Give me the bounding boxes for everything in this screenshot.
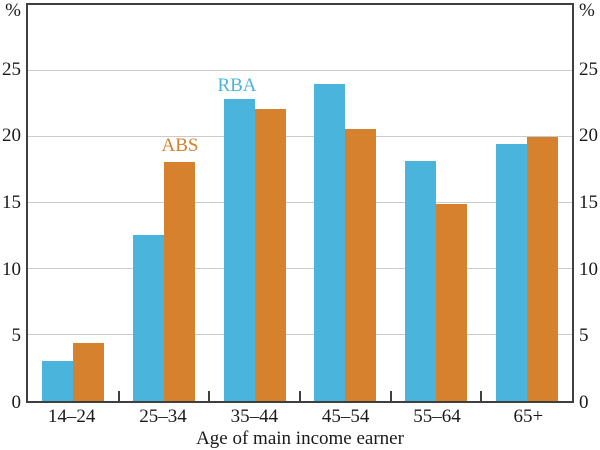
bar-abs-45–54 (345, 129, 377, 401)
series-label-rba: RBA (217, 75, 257, 96)
x-axis-boundary-tick (480, 391, 483, 401)
x-axis-boundary-tick (299, 391, 301, 401)
series-label-abs: ABS (161, 135, 199, 156)
bar-rba-35–44 (223, 98, 255, 401)
x-axis-boundary-tick (117, 391, 120, 401)
x-tick-label-35–44: 35–44 (230, 406, 279, 427)
gridline-15 (28, 202, 572, 203)
category-group-35–44 (209, 5, 300, 401)
bar-abs-65+ (526, 137, 558, 401)
y-tick-label-right-15: 15 (579, 192, 598, 213)
y-tick-label-right-5: 5 (579, 325, 589, 347)
y-tick-label-right-25: 25 (579, 58, 598, 80)
y-tick-label-left-25: 25 (2, 58, 21, 80)
y-tick-label-left-10: 10 (2, 258, 21, 280)
bar-rba-14–24 (42, 361, 74, 401)
gridline-20 (28, 136, 572, 138)
bar-abs-25–34 (163, 162, 195, 401)
bar-rba-55–64 (404, 160, 436, 401)
x-axis-boundary-tick (208, 391, 211, 401)
x-axis-boundary-tick (389, 391, 392, 401)
x-tick-label-65+: 65+ (513, 406, 544, 427)
x-tick-label-25–34: 25–34 (139, 406, 187, 427)
category-group-65+ (481, 5, 572, 401)
bar-rba-25–34 (132, 234, 164, 401)
category-group-55–64 (391, 5, 482, 401)
y-tick-label-right-20: 20 (579, 125, 598, 147)
y-tick-label-left-15: 15 (2, 192, 21, 213)
bar-abs-14–24 (73, 342, 105, 401)
bar-abs-35–44 (254, 109, 286, 401)
bar-rba-45–54 (314, 84, 346, 401)
gridline-25 (28, 70, 572, 71)
bar-rba-65+ (495, 143, 527, 401)
plot-inner (28, 5, 572, 401)
y-tick-label-left-5: 5 (11, 325, 22, 347)
x-tick-label-55–64: 55–64 (413, 406, 461, 427)
y-tick-label-right-10: 10 (579, 258, 598, 280)
y-axis-unit-left: % (5, 0, 21, 21)
category-group-25–34 (119, 5, 210, 401)
category-group-14–24 (28, 5, 119, 401)
plot-area (26, 3, 574, 403)
category-group-45–54 (300, 5, 391, 401)
x-tick-label-14–24: 14–24 (47, 406, 96, 427)
gridline-10 (28, 268, 572, 270)
y-axis-unit-right: % (579, 0, 595, 21)
y-tick-label-left-20: 20 (2, 125, 21, 147)
y-tick-label-right-0: 0 (579, 392, 589, 413)
gridline-5 (28, 334, 572, 336)
x-tick-label-45–54: 45–54 (321, 406, 370, 427)
bar-abs-55–64 (435, 204, 467, 401)
y-tick-label-left-0: 0 (11, 392, 22, 413)
x-axis-title: Age of main income earner (196, 428, 404, 449)
